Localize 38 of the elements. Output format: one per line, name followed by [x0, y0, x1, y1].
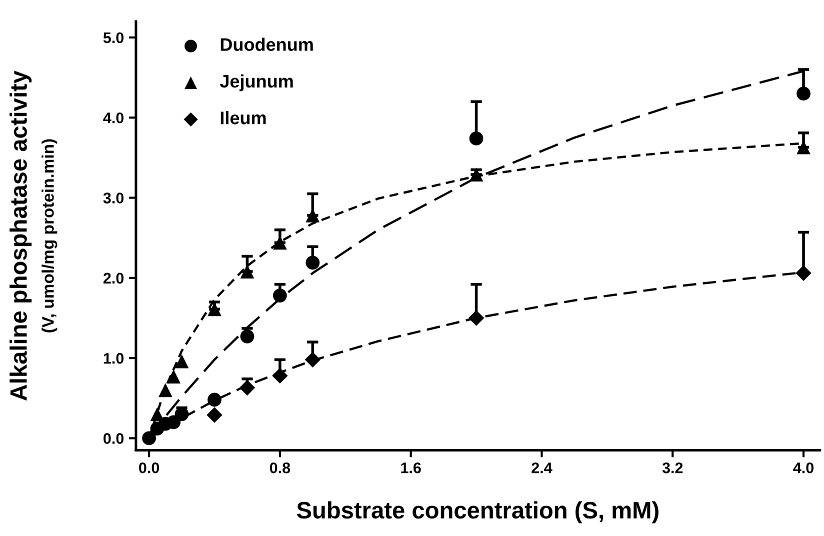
- point: [174, 407, 189, 422]
- y-axis-title: Alkaline phosphatase activity: [10, 70, 32, 401]
- x-tick-label: 4.0: [793, 462, 814, 474]
- point: [304, 352, 321, 368]
- x-tick-label: 2.4: [532, 462, 552, 474]
- legend-label: Ileum: [220, 111, 266, 124]
- y-tick-label: 1.0: [104, 352, 124, 364]
- point: [158, 383, 172, 398]
- point: [469, 168, 484, 182]
- x-tick-label: 0.0: [139, 462, 160, 474]
- point: [174, 354, 189, 368]
- x-tick-label: 0.8: [270, 462, 290, 474]
- x-tick-label: 1.6: [401, 462, 421, 474]
- x-tick-label: 3.2: [662, 462, 683, 474]
- point: [273, 288, 287, 302]
- point: [239, 380, 256, 396]
- point: [468, 310, 484, 326]
- point: [306, 256, 320, 270]
- point: [240, 329, 254, 344]
- point: [166, 415, 181, 430]
- point: [206, 407, 222, 423]
- x-axis-title: Substrate concentration (S, mM): [296, 501, 658, 524]
- point: [208, 392, 222, 407]
- y2-axis-title: (V, umol/mg protein.min): [42, 139, 58, 332]
- point: [150, 407, 164, 422]
- legend-label: Duodenum: [220, 38, 313, 51]
- point: [796, 265, 812, 281]
- point: [142, 431, 156, 446]
- y-tick-label: 0.0: [104, 433, 124, 444]
- point: [272, 368, 288, 384]
- point: [166, 370, 181, 384]
- y-tick-label: 5.0: [103, 32, 124, 44]
- y-tick-label: 4.0: [103, 112, 124, 124]
- legend-label: Jejunum: [220, 74, 293, 92]
- y-tick-label: 3.0: [103, 192, 124, 204]
- point: [469, 132, 484, 146]
- y-tick-label: 2.0: [103, 272, 124, 284]
- point: [796, 86, 810, 101]
